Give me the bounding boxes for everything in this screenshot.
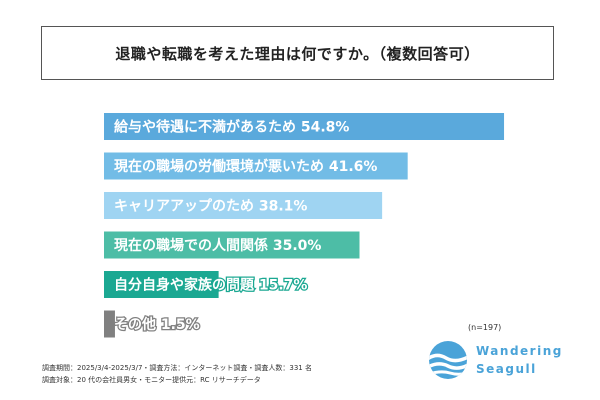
survey-note-line1: 調査期間：2025/3/4-2025/3/7・調査方法：インターネット調査・調査… xyxy=(42,364,312,372)
bar-6 xyxy=(104,310,115,338)
bar-label-3: キャリアアップのため 38.1% xyxy=(114,199,307,215)
chart-title-box: 退職や転職を考えた理由は何ですか。（複数回答可） xyxy=(41,26,554,80)
bar-label-1: 給与や待遇に不満があるため 54.8% xyxy=(114,119,349,136)
sample-size-label: (n=197) xyxy=(468,323,502,332)
bar-2 xyxy=(104,152,408,180)
bar-1 xyxy=(104,113,505,140)
bar-4 xyxy=(104,231,360,259)
bar-5 xyxy=(104,271,219,298)
logo-text-line1: Wandering xyxy=(476,344,563,358)
survey-note-line2: 調査対象：20 代の会社員男女・モニター提供元：RC リサーチデータ xyxy=(42,376,261,384)
bar-3 xyxy=(104,192,383,219)
brand-logo: Wandering Seagull xyxy=(428,340,578,390)
bar-label-5: 自分自身や家族の問題 15.7% xyxy=(114,277,307,294)
logo-text-line2: Seagull xyxy=(476,362,537,376)
bar-label-2: 現在の職場の労働環境が悪いため 41.6% xyxy=(114,158,377,175)
chart-title: 退職や転職を考えた理由は何ですか。（複数回答可） xyxy=(115,44,480,63)
bar-label-4: 現在の職場での人間関係 35.0% xyxy=(114,237,321,254)
seagull-wave-icon xyxy=(429,341,467,379)
bar-label-6: その他 1.5% xyxy=(114,316,200,333)
